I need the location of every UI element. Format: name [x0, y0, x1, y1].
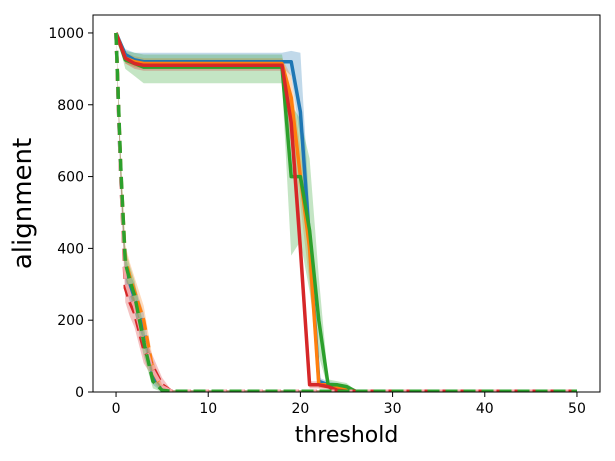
y-tick-label: 400 [57, 241, 84, 257]
series-lines [114, 32, 577, 392]
series-band-2 [116, 33, 577, 392]
series-line-8 [114, 32, 577, 392]
x-tick-label: 0 [112, 401, 121, 417]
plot-frame [92, 14, 601, 393]
y-tick-label: 1000 [48, 26, 84, 42]
series-band-6 [116, 33, 577, 392]
y-tick-label: 0 [75, 385, 84, 401]
x-tick-label: 10 [199, 401, 217, 417]
series-line-4 [114, 32, 577, 392]
series-line-2 [114, 32, 577, 392]
series-line-5 [114, 32, 577, 392]
x-tick-label: 50 [568, 401, 586, 417]
series-band-0 [116, 33, 577, 392]
y-tick-label: 200 [57, 313, 84, 329]
series-line-0 [114, 32, 577, 392]
series-line-1 [114, 32, 577, 392]
x-tick-label: 20 [291, 401, 309, 417]
x-tick-label: 30 [384, 401, 402, 417]
x-axis-label: threshold [295, 423, 399, 448]
x-axis-ticks: 0 10 20 30 40 50 [112, 392, 586, 417]
series-band-8 [116, 33, 577, 392]
y-tick-label: 600 [57, 170, 84, 186]
series-line-6 [114, 32, 577, 392]
series-line-3 [114, 32, 577, 392]
series-band-1 [116, 33, 577, 392]
x-tick-label: 40 [476, 401, 494, 417]
series-line-7 [114, 32, 577, 392]
series-band-4 [116, 33, 577, 392]
y-axis-ticks: 0 200 400 600 800 1000 [48, 26, 93, 401]
series-band-5 [116, 33, 577, 392]
y-tick-label: 800 [57, 98, 84, 114]
series-band-3 [116, 33, 577, 392]
y-axis-label: alignment [8, 138, 38, 269]
confidence-bands [116, 33, 577, 392]
